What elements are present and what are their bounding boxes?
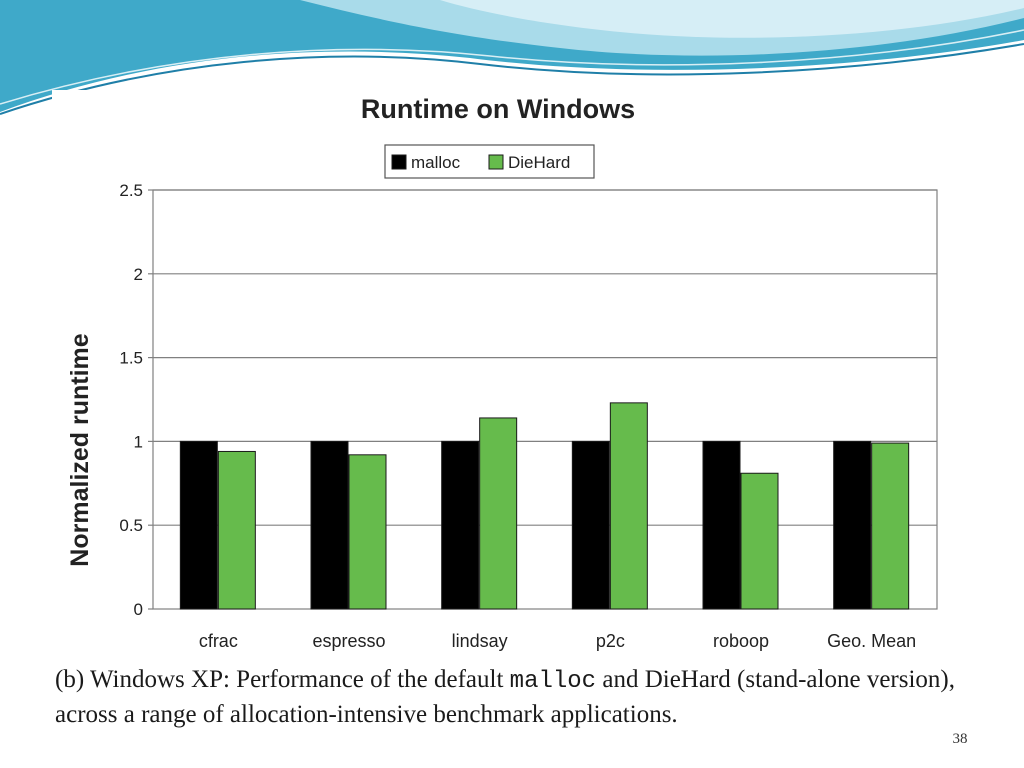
x-tick-label: roboop [713,631,769,651]
x-tick-label: espresso [312,631,385,651]
bar-diehard-1 [348,454,387,610]
legend-swatch-diehard [488,154,504,170]
bars [179,402,910,610]
bar-malloc-4 [702,440,741,610]
x-tick-label: cfrac [199,631,238,651]
bar-diehard-4 [740,472,779,610]
caption-text-1: (b) Windows XP: Performance of the defau… [55,666,510,693]
x-tick-label: Geo. Mean [827,631,916,651]
page-number: 38 [952,731,968,747]
legend-swatch-malloc [391,154,407,170]
y-axis-ticks: 0 0.5 1 1.5 2 2.5 [119,181,153,619]
x-axis-ticks: cfrac espresso lindsay p2c roboop Geo. Mean [199,631,916,651]
caption-text-2: and DieHard (stand-alone version), acros… [55,666,955,728]
y-tick-label: 2 [134,265,143,284]
bar-diehard-5 [871,442,910,610]
bar-diehard-2 [479,417,518,610]
y-tick-label: 2.5 [119,181,143,200]
grid-lines [152,189,938,610]
figure-caption: (b) Windows XP: Performance of the defau… [55,663,955,731]
bar-malloc-5 [833,440,872,610]
bar-malloc-1 [310,440,349,610]
x-tick-label: p2c [596,631,625,651]
plot-area-frame [152,189,938,610]
chart-title: Runtime on Windows [361,94,635,124]
bar-malloc-2 [441,440,480,610]
legend-label-malloc: malloc [411,153,461,172]
y-tick-label: 1.5 [119,349,143,368]
legend-label-diehard: DieHard [508,153,570,172]
bar-diehard-3 [609,402,648,610]
bar-chart: Runtime on Windows malloc DieHard Normali… [66,94,938,651]
caption-code: malloc [509,668,597,695]
y-tick-label: 0 [134,600,143,619]
y-axis-label: Normalized runtime [66,333,94,566]
bar-malloc-0 [179,440,218,610]
y-tick-label: 1 [134,432,143,451]
y-tick-label: 0.5 [119,516,143,535]
slide-header-waves [0,0,1024,115]
chart-legend: malloc DieHard [384,144,595,179]
chart-panel: Runtime on Windows malloc DieHard Normali… [52,90,955,660]
bar-diehard-0 [217,450,256,610]
bar-malloc-3 [571,440,610,610]
x-tick-label: lindsay [452,631,508,651]
